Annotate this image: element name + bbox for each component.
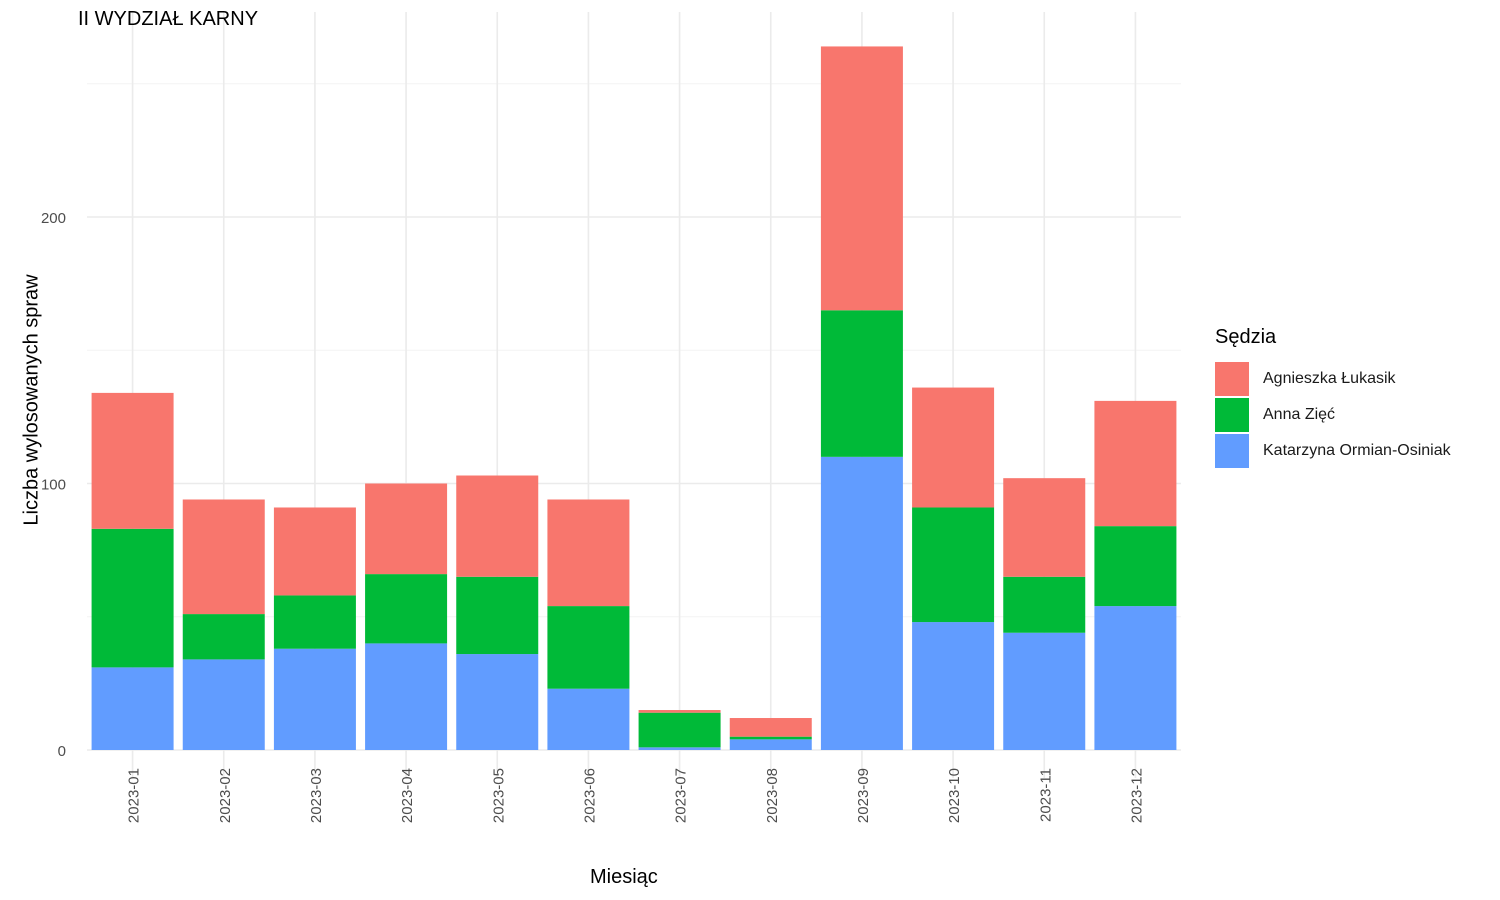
x-tick-label: 2023-07 bbox=[673, 768, 690, 823]
x-tick-label: 2023-02 bbox=[217, 768, 234, 823]
bar-2023-01-series-2 bbox=[91, 392, 174, 529]
x-tick-label: 2023-08 bbox=[764, 768, 781, 823]
x-tick-label: 2023-10 bbox=[946, 768, 963, 823]
bar-2023-07-series-1 bbox=[638, 712, 721, 748]
bar-2023-12-series-1 bbox=[1094, 526, 1177, 607]
legend-item-lukasik: Agnieszka Łukasik bbox=[1215, 361, 1451, 397]
bar-2023-08-series-1 bbox=[729, 736, 812, 740]
y-axis-label: Liczba wylosowanych spraw bbox=[20, 274, 43, 526]
bar-2023-07-series-0 bbox=[638, 747, 721, 750]
bar-2023-05-series-0 bbox=[456, 654, 539, 750]
bar-2023-11-series-2 bbox=[1003, 478, 1086, 577]
y-tick-label: 0 bbox=[58, 743, 66, 760]
bar-2023-07-series-2 bbox=[638, 710, 721, 713]
legend-key-ziec bbox=[1215, 398, 1249, 432]
legend-label-ormian-osiniak: Katarzyna Ormian-Osiniak bbox=[1263, 442, 1451, 459]
bar-2023-10-series-1 bbox=[912, 507, 995, 623]
bar-2023-05-series-2 bbox=[456, 475, 539, 577]
x-tick-label: 2023-11 bbox=[1037, 768, 1054, 822]
bar-2023-06-series-2 bbox=[547, 499, 630, 607]
x-tick-label: 2023-04 bbox=[399, 768, 416, 823]
legend-item-ormian-osiniak: Katarzyna Ormian-Osiniak bbox=[1215, 433, 1451, 469]
bar-2023-11-series-0 bbox=[1003, 632, 1086, 750]
legend-label-ziec: Anna Zięć bbox=[1263, 406, 1336, 423]
legend-key-lukasik bbox=[1215, 362, 1249, 396]
x-axis-label: Miesiąc bbox=[590, 866, 658, 888]
legend-label-lukasik: Agnieszka Łukasik bbox=[1263, 370, 1396, 387]
bar-2023-12-series-2 bbox=[1094, 400, 1177, 527]
bar-2023-09-series-2 bbox=[820, 46, 903, 311]
bar-2023-10-series-0 bbox=[912, 622, 995, 750]
bar-2023-01-series-0 bbox=[91, 667, 174, 750]
bar-2023-02-series-0 bbox=[182, 659, 265, 750]
x-tick-label: 2023-12 bbox=[1128, 768, 1145, 823]
bar-2023-03-series-2 bbox=[273, 507, 356, 596]
bar-2023-01-series-1 bbox=[91, 528, 174, 668]
bar-2023-06-series-0 bbox=[547, 688, 630, 750]
legend-title: Sędzia bbox=[1215, 326, 1277, 348]
y-tick-label: 100 bbox=[41, 477, 66, 494]
x-tick-label: 2023-05 bbox=[490, 768, 507, 823]
bar-2023-03-series-0 bbox=[273, 648, 356, 750]
legend-item-ziec: Anna Zięć bbox=[1215, 397, 1451, 433]
bar-2023-12-series-0 bbox=[1094, 606, 1177, 750]
bar-2023-02-series-2 bbox=[182, 499, 265, 615]
bar-2023-04-series-1 bbox=[365, 574, 448, 644]
bar-2023-05-series-1 bbox=[456, 576, 539, 655]
bar-2023-04-series-0 bbox=[365, 643, 448, 750]
bar-2023-03-series-1 bbox=[273, 595, 356, 649]
y-tick-label: 200 bbox=[41, 210, 66, 227]
bar-2023-10-series-2 bbox=[912, 387, 995, 508]
bar-2023-02-series-1 bbox=[182, 614, 265, 660]
x-tick-label: 2023-01 bbox=[126, 768, 143, 823]
legend-key-ormian-osiniak bbox=[1215, 434, 1249, 468]
bar-2023-08-series-0 bbox=[729, 739, 812, 750]
bar-2023-08-series-2 bbox=[729, 718, 812, 737]
bar-2023-09-series-1 bbox=[820, 310, 903, 457]
legend: Sędzia Agnieszka Łukasik Anna Zięć Katar… bbox=[1215, 326, 1451, 469]
x-tick-label: 2023-03 bbox=[308, 768, 325, 823]
chart-title: II WYDZIAŁ KARNY bbox=[78, 8, 259, 30]
x-tick-label: 2023-09 bbox=[855, 768, 872, 823]
bar-2023-09-series-0 bbox=[820, 456, 903, 750]
bar-2023-04-series-2 bbox=[365, 483, 448, 575]
bar-2023-11-series-1 bbox=[1003, 576, 1086, 633]
bar-2023-06-series-1 bbox=[547, 606, 630, 689]
x-tick-label: 2023-06 bbox=[581, 768, 598, 823]
